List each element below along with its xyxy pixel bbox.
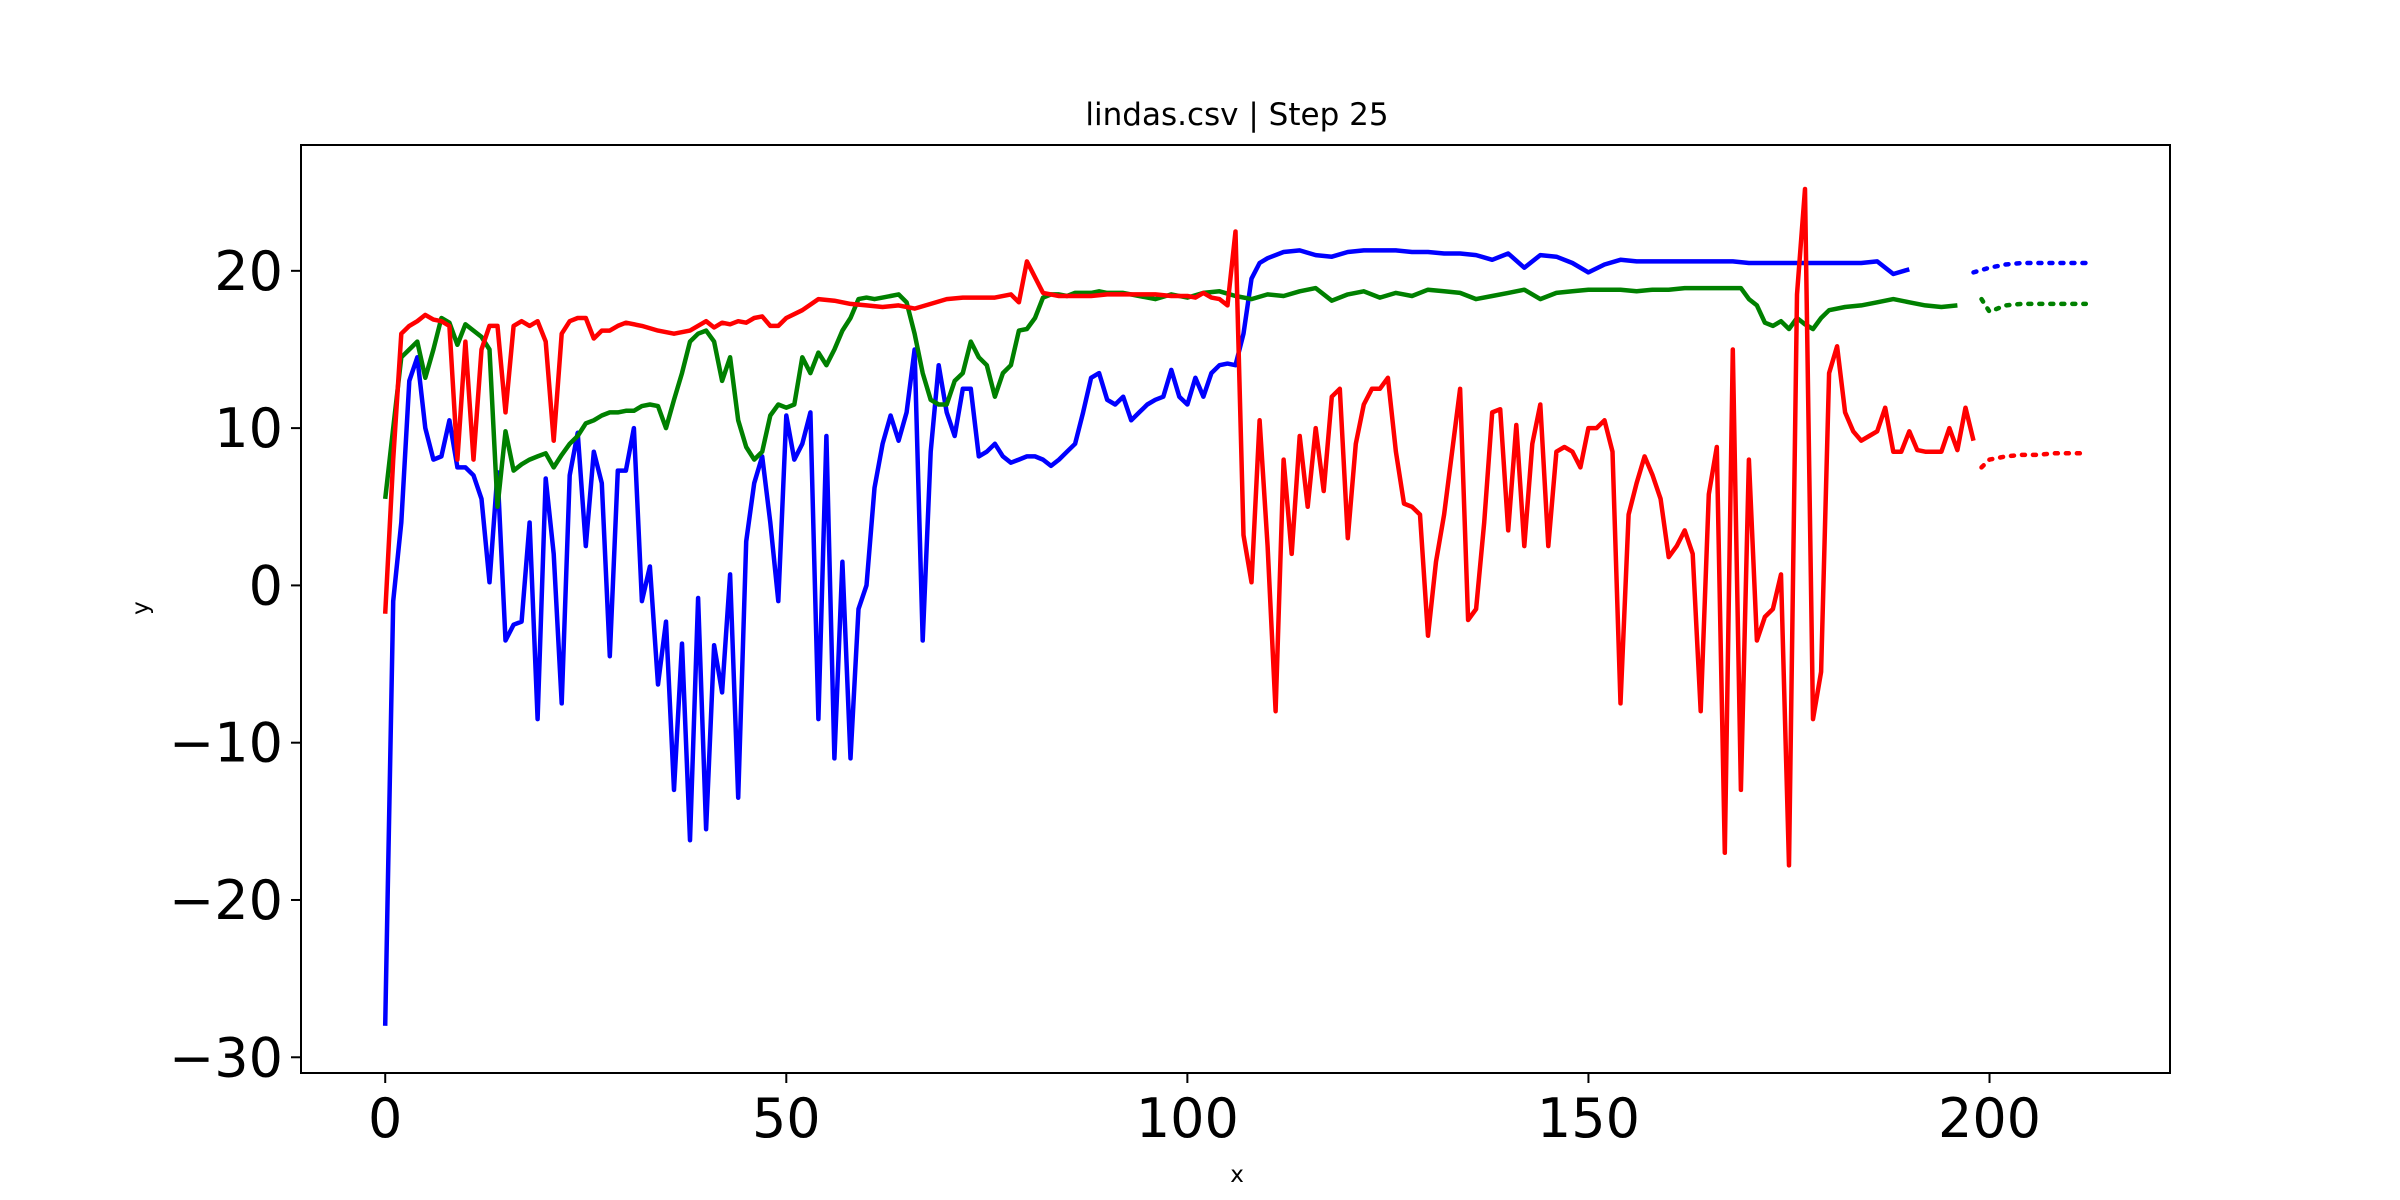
- x-axis-ticks: 0 50 100 150 200: [368, 1073, 2041, 1150]
- x-tick-label: 150: [1537, 1087, 1640, 1150]
- series-line-blue-forecast: [1971, 260, 2089, 275]
- x-tick-label: 200: [1938, 1087, 2041, 1150]
- series-line-red-forecast: [1979, 451, 2089, 470]
- series-lines: [382, 186, 2089, 1026]
- series-line-green-forecast: [1979, 296, 2089, 314]
- y-tick-label: −20: [169, 869, 283, 932]
- y-tick-label: −30: [169, 1026, 283, 1089]
- y-tick-label: 10: [214, 397, 283, 460]
- y-axis-ticks: −30 −20 −10 0 10 20: [169, 240, 301, 1089]
- x-tick-label: 50: [752, 1087, 821, 1150]
- y-tick-label: 20: [214, 240, 283, 303]
- chart-title: lindas.csv | Step 25: [1085, 97, 1388, 133]
- series-line-red: [382, 186, 1976, 868]
- plot-area-frame: [300, 144, 2171, 1074]
- y-axis-label: y: [128, 601, 154, 615]
- series-line-green: [382, 285, 1958, 510]
- series-line-blue: [382, 248, 1910, 1026]
- x-axis-label: x: [1230, 1162, 1244, 1188]
- x-tick-label: 0: [368, 1087, 402, 1150]
- x-tick-label: 100: [1136, 1087, 1239, 1150]
- y-tick-label: 0: [249, 554, 283, 617]
- y-tick-label: −10: [169, 712, 283, 775]
